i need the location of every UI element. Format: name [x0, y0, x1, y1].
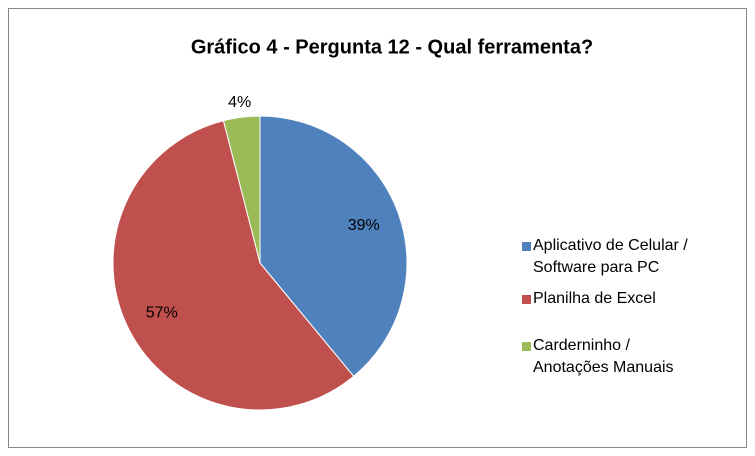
- legend-label: Carderninho / Anotações Manuais: [533, 337, 674, 376]
- data-label: 4%: [228, 94, 251, 111]
- pie-slice: [222, 115, 261, 264]
- legend-label: Aplicativo de Celular / Software para PC: [533, 237, 688, 276]
- data-label: 39%: [348, 217, 380, 234]
- legend-label: Planilha de Excel: [533, 290, 656, 307]
- chart-title: Gráfico 4 - Pergunta 12 - Qual ferrament…: [191, 36, 593, 58]
- legend-swatch: [522, 342, 531, 351]
- legend-swatch: [522, 295, 531, 304]
- legend-swatch: [522, 242, 531, 251]
- data-label: 57%: [146, 304, 178, 321]
- pie-slice: [112, 120, 355, 411]
- pie-slice: [259, 115, 408, 377]
